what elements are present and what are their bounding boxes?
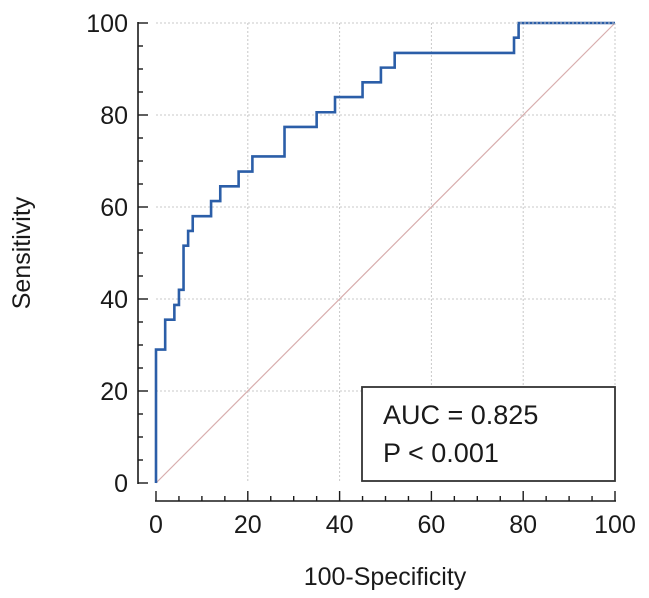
reference-line-group — [155, 22, 616, 484]
x-tick-label: 0 — [149, 511, 163, 539]
auc-text: AUC = 0.825 — [383, 400, 538, 430]
y-tick-label: 40 — [100, 286, 128, 314]
x-tick-label: 60 — [417, 511, 445, 539]
x-tick-label: 20 — [234, 511, 262, 539]
x-tick-label: 80 — [509, 511, 537, 539]
y-tick-label: 100 — [86, 10, 128, 38]
y-tick-label: 0 — [114, 470, 128, 498]
p-value-text: P < 0.001 — [383, 438, 499, 468]
annotation-box-border — [361, 386, 616, 482]
y-tick-label: 60 — [100, 194, 128, 222]
x-tick-label: 100 — [594, 511, 636, 539]
axis-ticks — [138, 22, 616, 501]
reference-diagonal-line — [155, 22, 616, 484]
tick-labels: 0 20 40 60 80 100 0 20 40 60 80 100 — [86, 10, 636, 539]
x-tick-label: 40 — [326, 511, 354, 539]
roc-curve-group — [154, 21, 615, 483]
y-tick-label: 20 — [100, 378, 128, 406]
x-axis-title: 100-Specificity — [304, 563, 467, 591]
y-tick-label: 80 — [100, 102, 128, 130]
annotation-box: AUC = 0.825 P < 0.001 — [361, 386, 616, 482]
y-axis-title: Sensitivity — [8, 196, 36, 309]
roc-curve-line — [154, 21, 615, 483]
